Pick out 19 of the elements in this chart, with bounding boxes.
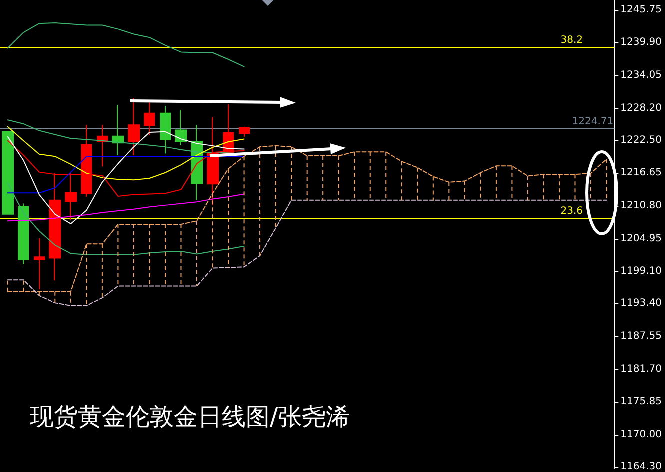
y-tick-label: 1216.65 xyxy=(620,168,662,179)
y-tick-label: 1228.20 xyxy=(620,102,662,114)
y-tick-label: 1234.05 xyxy=(620,70,662,81)
y-tick-label: 1175.85 xyxy=(620,396,662,408)
ref-line-label: 1224.71 xyxy=(572,116,614,128)
y-tick-label: 1181.70 xyxy=(620,364,662,375)
text: 现货黄金伦敦金日线图/张尧浠 xyxy=(30,403,350,431)
y-tick-label: 1199.10 xyxy=(620,266,662,278)
annotation: 38.2 xyxy=(560,35,583,46)
annotation: 23.6 xyxy=(560,206,583,217)
y-tick-label: 1164.30 xyxy=(620,462,662,472)
y-tick-label: 1239.90 xyxy=(620,37,662,48)
y-tick-label: 1245.75 xyxy=(620,4,662,16)
y-tick-label: 1187.55 xyxy=(620,331,662,342)
y-tick-label: 1170.00 xyxy=(620,430,662,441)
y-tick-label: 1210.80 xyxy=(620,200,662,212)
y-tick-label: 1204.95 xyxy=(620,233,662,244)
y-tick-label: 1193.40 xyxy=(620,298,662,310)
y-tick-label: 1222.50 xyxy=(620,134,662,146)
